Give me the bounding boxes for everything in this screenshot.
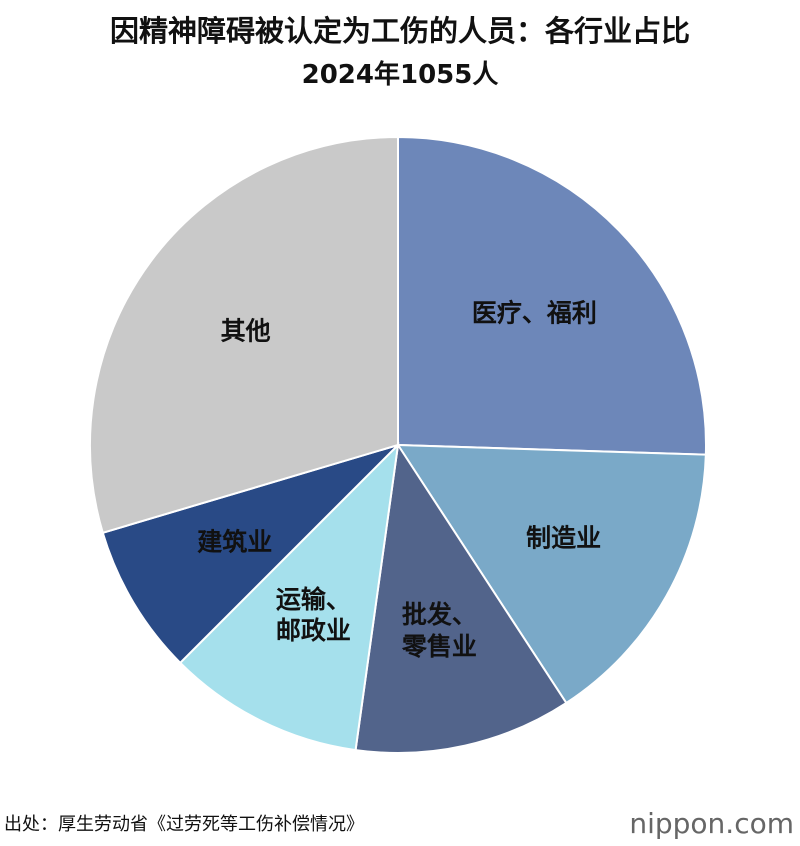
slice-label: 批发、 零售业 bbox=[401, 600, 477, 661]
pie-slice bbox=[354, 442, 568, 754]
pie-slice bbox=[396, 443, 707, 705]
slice-label: 建筑业 bbox=[197, 527, 273, 557]
chart-title: 因精神障碍被认定为工伤的人员：各行业占比 bbox=[109, 14, 690, 48]
pie-slice bbox=[397, 135, 707, 456]
pie-slice bbox=[101, 444, 399, 665]
slice-label: 制造业 bbox=[526, 523, 602, 553]
slice-label: 其他 bbox=[220, 316, 271, 346]
chart-subtitle: 2024年1055人 bbox=[301, 60, 499, 90]
slice-label: 运输、 邮政业 bbox=[275, 584, 351, 646]
pie-slice bbox=[89, 135, 399, 535]
source: 出处：厚生劳动省《过劳死等工伤补偿情况》 bbox=[4, 814, 364, 835]
logo: nippon.com bbox=[629, 807, 794, 840]
slice-label: 医疗、福利 bbox=[471, 298, 597, 328]
pie-slice bbox=[178, 442, 400, 752]
